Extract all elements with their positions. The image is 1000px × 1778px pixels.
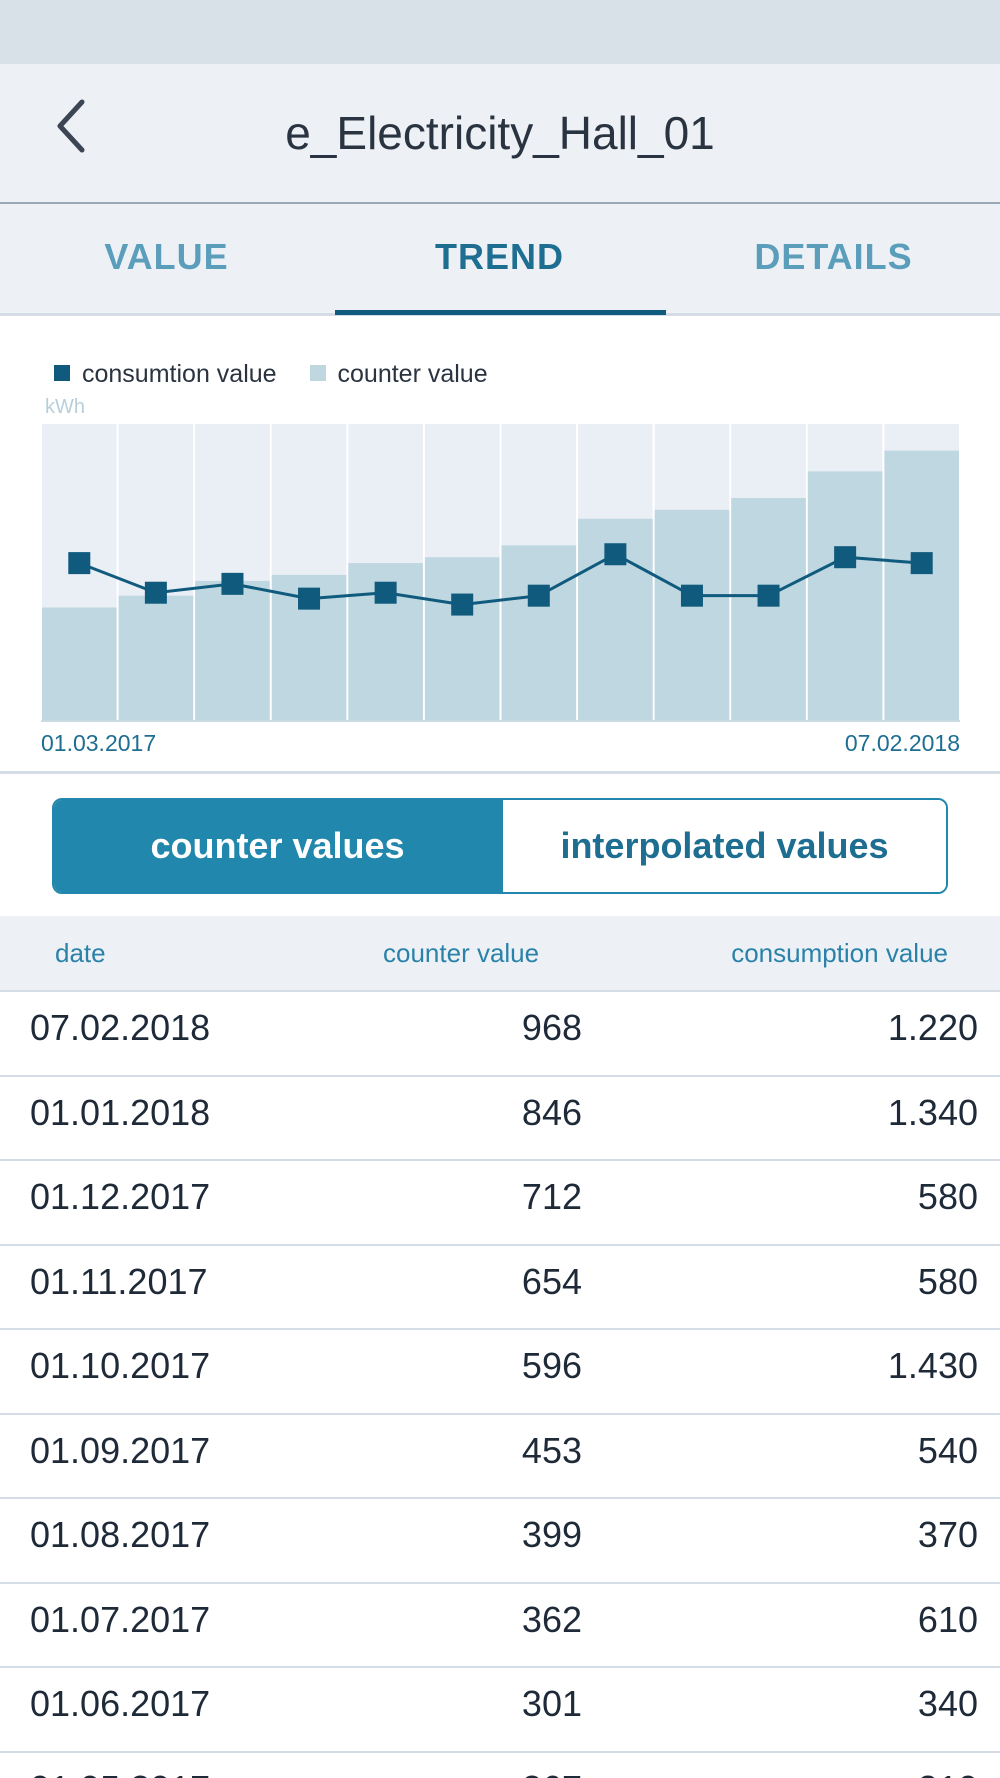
back-button[interactable] [40,92,110,162]
column-header-counter-value[interactable]: counter value [383,938,540,968]
chart-line-consumption-value [78,552,922,607]
chart-bar-counter-value [424,557,500,720]
counter-values-button[interactable]: counter values [54,800,501,892]
chart-bar-counter-value [731,498,806,720]
chart-point-consumption-value [527,584,550,607]
tab-details[interactable]: DETAILS [754,236,913,277]
status-bar [0,0,1000,64]
cell-consumption-value: 1.220 [887,1007,978,1048]
page-title: e_Electricity_Hall_01 [285,107,715,159]
table-row[interactable]: 01.01.2018 846 1.340 [0,1077,1000,1161]
chart-bar-counter-value [884,450,959,720]
table-row[interactable]: 01.12.2017 712 580 [0,1161,1000,1246]
cell-counter-value: 267 [522,1753,582,1778]
table-row[interactable]: 01.10.2017 596 1.430 [0,1330,1000,1415]
chart-legend: consumtion value counter value [54,360,514,396]
interpolated-values-button[interactable]: interpolated values [501,800,946,892]
value-type-toggle: counter values interpolated values [52,798,948,894]
cell-consumption-value: 610 [917,1598,978,1640]
cell-consumption-value: 580 [917,1260,978,1302]
table-row[interactable]: 01.07.2017 362 610 [0,1584,1000,1668]
chart-point-consumption-value [834,546,857,569]
column-header-consumption-value[interactable]: consumption value [731,938,948,968]
cell-date: 01.12.2017 [30,1176,211,1217]
cell-consumption-value: 1.430 [887,1345,978,1386]
chart-point-consumption-value [298,587,321,610]
x-axis-end-date: 07.02.2018 [844,730,960,756]
chart-point-consumption-value [910,552,933,575]
chart-point-consumption-value [680,584,703,607]
y-axis-unit: kWh [45,396,85,418]
chart-point-consumption-value [68,552,91,575]
chart-point-consumption-value [604,543,627,566]
cell-date: 01.11.2017 [30,1260,208,1302]
cell-counter-value: 846 [521,1091,582,1133]
tab-trend[interactable]: TREND [435,236,564,277]
table-row[interactable]: 07.02.2018 968 1.220 [0,992,1000,1077]
cell-date: 01.05.2017 [30,1753,210,1778]
cell-counter-value: 399 [521,1514,582,1555]
cell-consumption-value: 310 [918,1753,978,1778]
cell-date: 01.08.2017 [30,1514,211,1555]
table-row[interactable]: 01.05.2017 267 310 [0,1753,1000,1778]
tab-value[interactable]: VALUE [104,236,229,277]
navigation-bar: e_Electricity_Hall_01 [0,64,1000,204]
cell-counter-value: 712 [521,1176,582,1217]
x-axis-start-date: 01.03.2017 [41,730,157,756]
chart-point-consumption-value [451,593,474,616]
table-row[interactable]: 01.06.2017 301 340 [0,1668,1000,1753]
chart-point-consumption-value [144,581,167,604]
tab-bar: VALUE TREND DETAILS [0,204,1000,316]
chart-bar-counter-value [42,607,117,720]
legend-swatch-consumption [54,365,70,382]
chart-point-consumption-value [221,572,244,595]
cell-date: 01.07.2017 [30,1598,211,1640]
table-row[interactable]: 01.09.2017 453 540 [0,1415,1000,1499]
chart-bar-counter-value [501,545,577,720]
legend-swatch-counter [309,365,326,382]
cell-counter-value: 453 [521,1429,582,1471]
cell-counter-value: 362 [521,1598,582,1640]
cell-consumption-value: 580 [917,1176,978,1217]
cell-date: 01.10.2017 [30,1345,211,1386]
trend-chart: consumtion value counter value kWh 01.03… [0,316,1000,774]
active-tab-indicator [335,310,666,315]
cell-date: 01.06.2017 [30,1683,211,1724]
chart-bar-counter-value [807,471,883,720]
table-row[interactable]: 01.11.2017 654 580 [0,1246,1000,1330]
legend-label-consumption: consumtion value [82,360,277,388]
cell-date: 07.02.2018 [30,1007,211,1048]
chart-point-consumption-value [757,584,780,607]
chart-canvas [41,424,960,722]
legend-item-consumption: consumtion value [54,360,277,389]
chart-bar-counter-value [118,595,194,720]
values-table: 07.02.2018 968 1.220 01.01.2018 846 1.34… [0,992,1000,1778]
legend-item-counter: counter value [309,360,488,389]
cell-date: 01.01.2018 [30,1091,211,1133]
cell-counter-value: 596 [521,1345,582,1386]
cell-counter-value: 968 [521,1007,582,1048]
chart-bar-counter-value [195,580,270,720]
chevron-left-icon [57,99,85,153]
cell-date: 01.09.2017 [30,1429,211,1471]
table-header: date counter value consumption value [0,916,1000,992]
cell-consumption-value: 370 [917,1514,978,1555]
table-row[interactable]: 01.08.2017 399 370 [0,1499,1000,1584]
cell-counter-value: 301 [521,1683,582,1724]
column-header-date[interactable]: date [55,938,106,968]
chart-point-consumption-value [374,581,397,604]
chart-bar-counter-value [654,509,730,720]
cell-consumption-value: 540 [917,1429,978,1471]
cell-counter-value: 654 [521,1260,582,1302]
legend-label-counter: counter value [337,360,488,388]
cell-consumption-value: 1.340 [887,1091,978,1133]
cell-consumption-value: 340 [917,1683,978,1724]
